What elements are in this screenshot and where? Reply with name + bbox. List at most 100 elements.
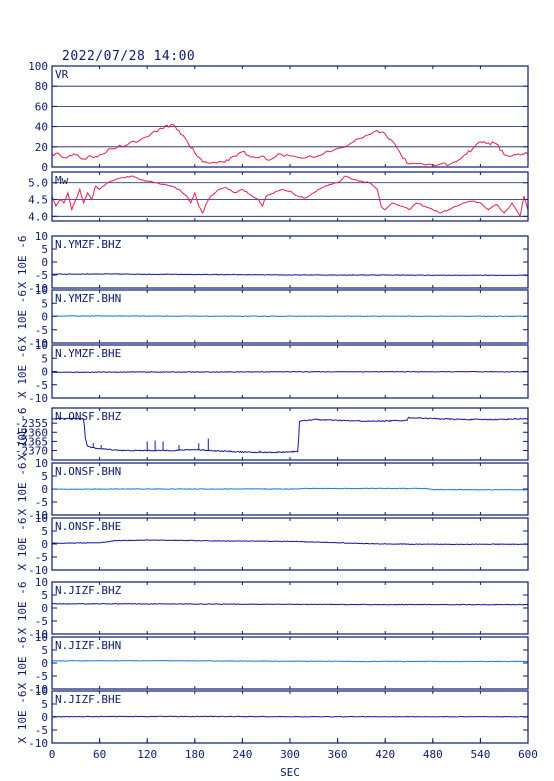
y-tick-label: -10 [28,509,48,522]
x-tick-label: 120 [137,748,157,761]
chart-title-datetime: 2022/07/28 14:00 [62,49,196,64]
y-tick-label: 40 [35,121,48,134]
x-tick-label: 420 [375,748,395,761]
y-axis-unit-label: X 10E -6 [16,691,29,744]
panel-label: N.YMZF.BHN [55,292,121,305]
y-tick-label: 5 [41,589,48,602]
y-tick-label: -10 [28,282,48,295]
y-tick-label: -5 [35,379,48,392]
y-tick-label: 10 [35,576,48,589]
trace-vr [51,124,529,166]
panel-label: N.JIZF.BHN [55,639,121,652]
y-axis-unit-label: X 10E -6 [16,345,29,398]
y-tick-label: -2355 [15,417,48,430]
y-tick-label: -10 [28,737,48,750]
y-axis-unit-label: X 10E -6 [16,236,29,289]
y-tick-label: 5.0 [28,177,48,190]
y-axis-unit-label: X 10E -6 [16,582,29,635]
trace-onsf-bhn [51,487,529,491]
y-tick-label: 0 [41,256,48,269]
panel-label: N.YMZF.BHZ [55,238,122,251]
y-tick-label: -5 [35,724,48,737]
trace-mw [51,175,529,218]
x-tick-label: 0 [49,748,56,761]
y-tick-label: 10 [35,685,48,698]
y-axis-unit-label: X 10E -6 [16,290,29,343]
y-tick-label: 0 [41,711,48,724]
x-axis-label: SEC [280,766,300,779]
y-tick-label: 100 [28,60,48,73]
y-tick-label: 5 [41,352,48,365]
y-tick-label: 0 [41,538,48,551]
x-tick-label: 540 [470,748,490,761]
y-tick-label: -10 [28,683,48,696]
y-tick-label: -2365 [15,435,48,448]
y-tick-label: -10 [28,564,48,577]
y-tick-label: 0 [41,483,48,496]
x-tick-label: 600 [518,748,538,761]
panel-label: Mw [55,174,69,187]
x-tick-label: 480 [423,748,443,761]
x-tick-label: 300 [280,748,300,761]
y-tick-label: 0 [41,366,48,379]
y-tick-label: -2370 [15,445,48,458]
y-tick-label: 5 [41,297,48,310]
panel-label: N.YMZF.BHE [55,347,121,360]
y-axis-unit-label: X 10E -6 [16,637,29,690]
panel-frame [51,65,529,168]
panel-label: N.ONSF.BHE [55,520,121,533]
x-tick-label: 180 [185,748,205,761]
panel-frame [51,581,529,635]
trace-onsf-bhz [51,416,529,454]
panel-frame [51,171,529,222]
y-tick-label: 10 [35,512,48,525]
trace-jizf-bhz [51,602,529,606]
y-tick-label: 5 [41,470,48,483]
y-tick-label: -5 [35,496,48,509]
y-tick-label: -5 [35,551,48,564]
trace-jizf-bhe [51,715,529,718]
y-tick-label: 5 [41,698,48,711]
x-tick-label: 60 [93,748,106,761]
panel-label: N.JIZF.BHE [55,693,121,706]
panel-label: N.ONSF.BHZ [55,410,122,423]
trace-onsf-bhe [51,539,529,546]
y-tick-label: -10 [28,337,48,350]
y-axis-unit-label: X 10E -6 [16,518,29,571]
x-tick-label: 240 [232,748,252,761]
y-tick-label: 4.0 [28,210,48,223]
panel-frame [51,636,529,690]
y-tick-label: 20 [35,141,48,154]
y-tick-label: 80 [35,80,48,93]
panel-label: N.ONSF.BHN [55,465,121,478]
trace-ymzf-bhn [51,315,528,318]
y-tick-label: 5 [41,525,48,538]
y-tick-label: 10 [35,339,48,352]
panel-label: N.JIZF.BHZ [55,584,122,597]
y-tick-label: 0 [41,602,48,615]
y-tick-label: -5 [35,269,48,282]
trace-ymzf-bhz [51,273,529,277]
x-tick-label: 360 [328,748,348,761]
panel-frame [51,235,529,289]
y-tick-label: 0 [41,311,48,324]
y-tick-label: -5 [35,615,48,628]
y-tick-label: 10 [35,457,48,470]
y-tick-label: -10 [28,628,48,641]
y-tick-label: 5 [41,644,48,657]
y-tick-label: -5 [35,670,48,683]
y-tick-label: 0 [41,657,48,670]
y-tick-label: 10 [35,230,48,243]
panel-vr: 0 20 40 60 80 100 VR [28,60,529,174]
y-tick-label: 4.5 [28,194,48,207]
y-tick-label: -5 [35,324,48,337]
y-tick-label: 5 [41,243,48,256]
